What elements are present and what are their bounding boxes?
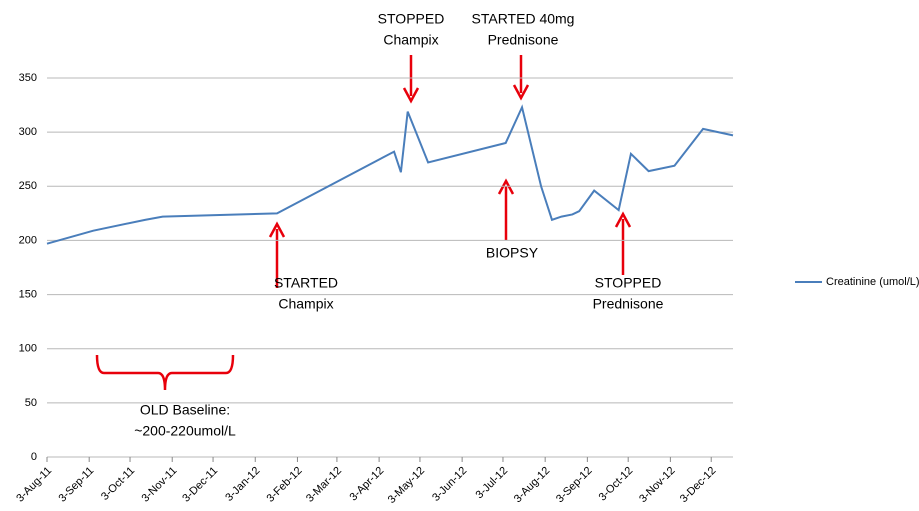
x-tick-label: 3-Jan-12: [223, 465, 262, 504]
annotation: STARTED 40mg: [472, 11, 575, 27]
x-tick-label: 3-Dec-11: [180, 465, 220, 505]
arrow-head: [512, 84, 530, 101]
legend-label: Creatinine (umol/L): [826, 276, 919, 288]
arrow-head: [614, 211, 632, 228]
x-tick-label: 3-Nov-11: [139, 465, 179, 505]
y-tick-label: 300: [19, 126, 37, 138]
x-tick-label: 3-Jul-12: [474, 465, 511, 502]
series-line: [46, 104, 734, 245]
annotation-arrows: [95, 55, 632, 391]
x-tick-label: 3-Apr-12: [348, 465, 387, 504]
x-tick-label: 3-Mar-12: [304, 465, 344, 505]
annotation: ~200-220umol/L: [134, 423, 236, 439]
y-tick-label: 150: [19, 288, 37, 300]
x-tick-label: 3-Oct-12: [597, 465, 636, 504]
annotation: Prednisone: [593, 296, 664, 312]
annotation: BIOPSY: [486, 245, 539, 261]
x-tick-label: 3-Aug-12: [512, 465, 552, 505]
annotation: Champix: [278, 296, 333, 312]
annotation: OLD Baseline:: [140, 402, 230, 418]
y-tick-label: 0: [31, 451, 37, 463]
arrow-head: [497, 178, 515, 195]
annotation: STOPPED: [595, 275, 662, 291]
annotation: STARTED: [274, 275, 338, 291]
arrow-head: [402, 87, 420, 104]
annotation: Prednisone: [488, 32, 559, 48]
annotation: STOPPED: [378, 11, 445, 27]
y-tick-label: 250: [19, 180, 37, 192]
y-tick-label: 100: [19, 343, 37, 355]
y-tick-label: 200: [19, 234, 37, 246]
arrow-head: [268, 221, 286, 238]
x-tick-label: 3-Dec-12: [678, 465, 718, 505]
x-tick-label: 3-Jun-12: [430, 465, 469, 504]
x-tick-label: 3-Oct-11: [99, 465, 137, 503]
x-tick-label: 3-Nov-12: [637, 465, 677, 505]
x-tick-label: 3-May-12: [386, 465, 427, 506]
y-tick-label: 50: [25, 397, 37, 409]
y-tick-label: 350: [19, 72, 37, 84]
brace: [95, 354, 235, 391]
annotation: Champix: [383, 32, 438, 48]
x-tick-label: 3-Sep-11: [56, 465, 96, 505]
x-tick-label: 3-Aug-11: [14, 465, 54, 505]
x-tick-label: 3-Feb-12: [265, 465, 305, 505]
x-tick-label: 3-Sep-12: [554, 465, 594, 505]
